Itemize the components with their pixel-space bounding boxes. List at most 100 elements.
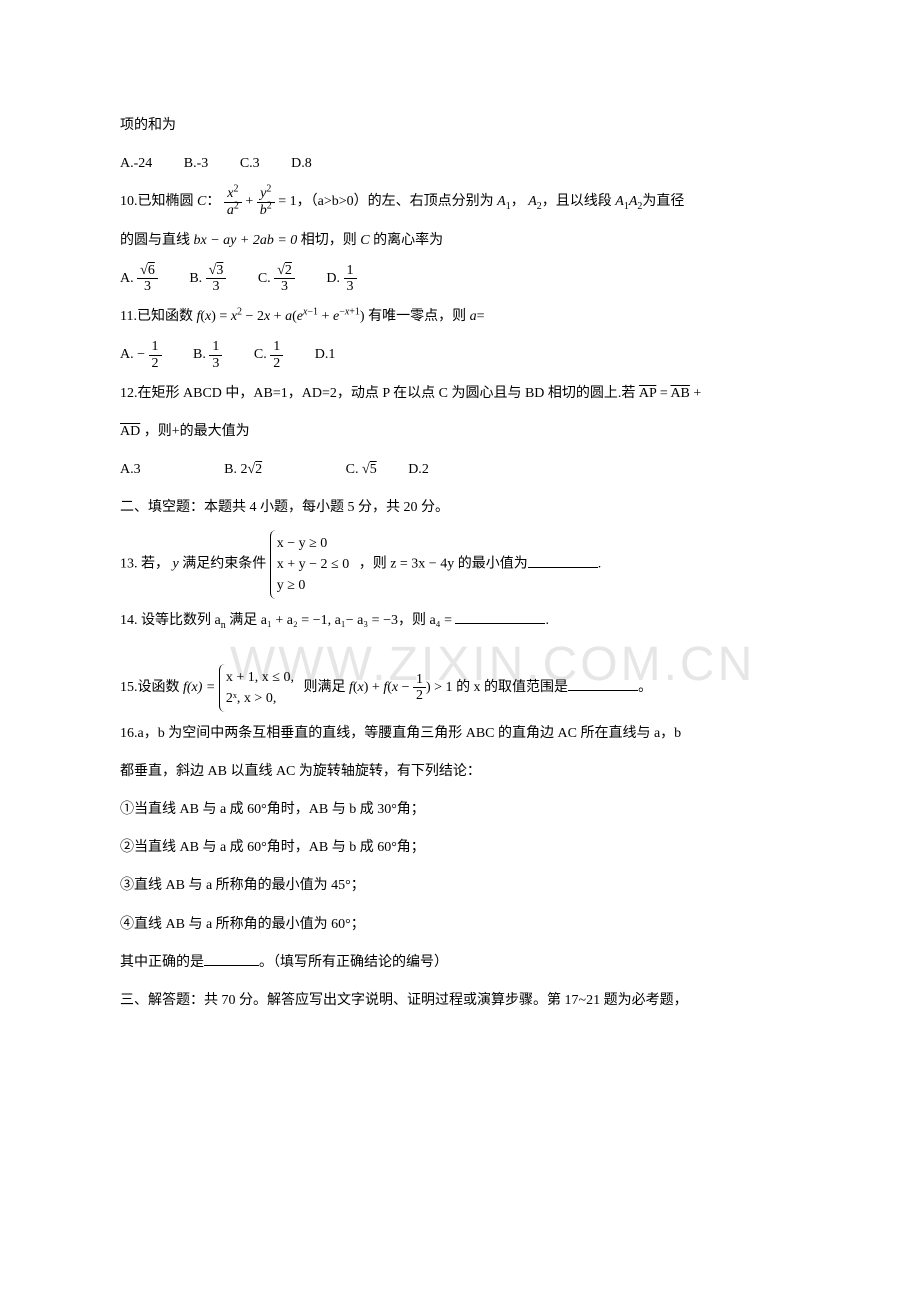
q9-opt-c: C.3 xyxy=(240,148,260,180)
q10-l2pre: 的圆与直线 xyxy=(120,233,190,248)
q11-opt-c: C. 12 xyxy=(254,339,283,371)
q10-pre: 10.已知椭圆 xyxy=(120,194,197,209)
q11-options: A. − 12 B. 13 C. 12 D.1 xyxy=(120,339,800,371)
q15-case-1: 2ˣ, x > 0, xyxy=(226,688,294,709)
q10-tail1: 为直径 xyxy=(642,194,684,209)
q13-system: x − y ≥ 0 x + y − 2 ≤ 0 y ≥ 0 xyxy=(270,530,355,599)
q13: 13. 若， y 满足约束条件 x − y ≥ 0 x + y − 2 ≤ 0 … xyxy=(120,530,800,599)
q16-i4: ④直线 AB 与 a 所称角的最小值为 60°； xyxy=(120,909,800,941)
q12-opt-c: C. √5 xyxy=(346,454,377,486)
q10-frac1: x2a2 xyxy=(224,186,242,218)
q15-hd: 2 xyxy=(413,688,426,703)
q15-cases: x + 1, x ≤ 0, 2ˣ, x > 0, xyxy=(219,664,300,712)
q15-pre: 15.设函数 xyxy=(120,680,183,695)
q9-opt-b-val: -3 xyxy=(197,156,209,171)
q10-colon: ： xyxy=(206,194,220,209)
q11-eq: = xyxy=(477,309,485,324)
q12-d-val: 2 xyxy=(422,462,429,477)
q9-opt-c-val: 3 xyxy=(253,156,260,171)
q10-options: A. √63 B. √33 C. √23 D. 13 xyxy=(120,263,800,295)
q9-options: A.-24 B.-3 C.3 D.8 xyxy=(120,148,800,180)
q14-pre: 14. 设等比数列 a xyxy=(120,613,221,628)
q12-ap: AP xyxy=(639,386,656,401)
q15-fx: f(x) = xyxy=(183,680,219,695)
q13-sys-0: x − y ≥ 0 xyxy=(277,533,349,554)
q11-opt-b: B. 13 xyxy=(193,339,222,371)
q12-s1: 12.在矩形 ABCD 中，AB=1，AD=2，动点 P 在以点 C 为圆心且与… xyxy=(120,386,639,401)
q16-blank xyxy=(204,952,259,966)
q16-i3: ③直线 AB 与 a 所称角的最小值为 45°； xyxy=(120,870,800,902)
q12-ad: AD xyxy=(120,424,140,439)
q9-opt-d-val: 8 xyxy=(305,156,312,171)
q13-pre: 13. 若， xyxy=(120,557,173,572)
q12-s2: ，则+的最大值为 xyxy=(140,424,249,439)
q12-opt-b: B. 2√2 xyxy=(224,454,262,486)
q15-tail: 的 x 的取值范围是 xyxy=(456,680,568,695)
q13-post2: . xyxy=(598,557,602,572)
q10-cond: ，（a>b>0）的左、右顶点分别为 xyxy=(297,194,494,209)
q10-opt-d: D. 13 xyxy=(326,263,356,295)
q14-over: 满足 xyxy=(229,613,257,628)
q10-a1s: 1 xyxy=(506,201,511,212)
q14: 14. 设等比数列 an 满足 a₁ + a₂ = −1, a₁− a₃ = −… xyxy=(120,605,800,637)
q14-n: n xyxy=(221,620,226,631)
q10-a1: A xyxy=(497,194,506,209)
q12-ab: AB xyxy=(670,386,689,401)
q14-mid: a₁ + a₂ = −1, a₁− a₃ = −3，则 a₄ = xyxy=(257,613,455,628)
q11-a: a xyxy=(470,309,477,324)
q12-opt-d: D.2 xyxy=(408,454,429,486)
q13-mid: 满足约束条件 xyxy=(179,557,270,572)
q10-l2post: 相切，则 xyxy=(301,233,357,248)
q15-hn: 1 xyxy=(413,672,426,688)
q9-opt-d: D.8 xyxy=(291,148,312,180)
q12-eq: = xyxy=(656,386,670,401)
q10-c: C xyxy=(197,194,206,209)
q13-sys-2: y ≥ 0 xyxy=(277,575,349,596)
q16-i1: ①当直线 AB 与 a 成 60°角时，AB 与 b 成 30°角； xyxy=(120,794,800,826)
q10-c2: C xyxy=(360,233,369,248)
q12-b-pre: 2 xyxy=(240,462,247,477)
q10-a2: A xyxy=(528,194,537,209)
q16-l3post: 。（填写所有正确结论的编号） xyxy=(259,955,448,970)
q11-pre: 11.已知函数 xyxy=(120,309,196,324)
q9-opt-a: A.-24 xyxy=(120,148,152,180)
q12-b-rad: 2 xyxy=(255,462,262,477)
q10-l2end: 的离心率为 xyxy=(373,233,443,248)
q9-opt-b: B.-3 xyxy=(184,148,209,180)
q13-sys-1: x + y − 2 ≤ 0 xyxy=(277,554,349,575)
q10-line2: 的圆与直线 bx − ay + 2ab = 0 相切，则 C 的离心率为 xyxy=(120,225,800,257)
q10-opt-b: B. √33 xyxy=(189,263,226,295)
q10-mid: ，且以线段 xyxy=(542,194,612,209)
q11-post: 有唯一零点，则 xyxy=(368,309,470,324)
q11-d-val: 1 xyxy=(328,347,335,362)
q16-i2: ②当直线 AB 与 a 成 60°角时，AB 与 b 成 60°角； xyxy=(120,832,800,864)
q12-line2: AD ，则+的最大值为 xyxy=(120,416,800,448)
q15-blank xyxy=(568,677,638,691)
q10-frac2: y2b2 xyxy=(257,186,275,218)
q16-l1: 16.a，b 为空间中两条互相垂直的直线，等腰直角三角形 ABC 的直角边 AC… xyxy=(120,718,800,750)
q12-opt-a: A.3 xyxy=(120,454,141,486)
q12-plus: + xyxy=(690,386,701,401)
q13-blank xyxy=(528,554,598,568)
q9-tail: 项的和为 xyxy=(120,110,800,142)
q14-blank xyxy=(455,610,545,624)
q15: 15.设函数 f(x) = x + 1, x ≤ 0, 2ˣ, x > 0, 则… xyxy=(120,664,800,712)
q10-tangent: bx − ay + 2ab = 0 xyxy=(194,233,298,248)
q11-opt-d: D.1 xyxy=(315,339,336,371)
q13-post1: ，则 z = 3x − 4y 的最小值为 xyxy=(359,557,528,572)
section3-header: 三、解答题：共 70 分。解答应写出文字说明、证明过程或演算步骤。第 17~21… xyxy=(120,985,800,1017)
page-content: 项的和为 A.-24 B.-3 C.3 D.8 10.已知椭圆 C： x2a2 … xyxy=(120,110,800,1017)
q12-line1: 12.在矩形 ABCD 中，AB=1，AD=2，动点 P 在以点 C 为圆心且与… xyxy=(120,378,800,410)
q11-stem: 11.已知函数 f(x) = x2 − 2x + a(ex−1 + e−x+1)… xyxy=(120,301,800,333)
q10-opt-a: A. √63 xyxy=(120,263,158,295)
q14-post: . xyxy=(545,613,549,628)
section2-header: 二、填空题：本题共 4 小题，每小题 5 分，共 20 分。 xyxy=(120,492,800,524)
q12-a-val: 3 xyxy=(134,462,141,477)
q10-opt-c: C. √23 xyxy=(258,263,295,295)
q12-options: A.3 B. 2√2 C. √5 D.2 xyxy=(120,454,800,486)
q9-opt-a-val: -24 xyxy=(134,156,153,171)
q15-case-0: x + 1, x ≤ 0, xyxy=(226,667,294,688)
q10-line1: 10.已知椭圆 C： x2a2 + y2b2 = 1，（a>b>0）的左、右顶点… xyxy=(120,186,800,218)
q16-l3: 其中正确的是。（填写所有正确结论的编号） xyxy=(120,947,800,979)
q11-opt-a: A. − 12 xyxy=(120,339,162,371)
